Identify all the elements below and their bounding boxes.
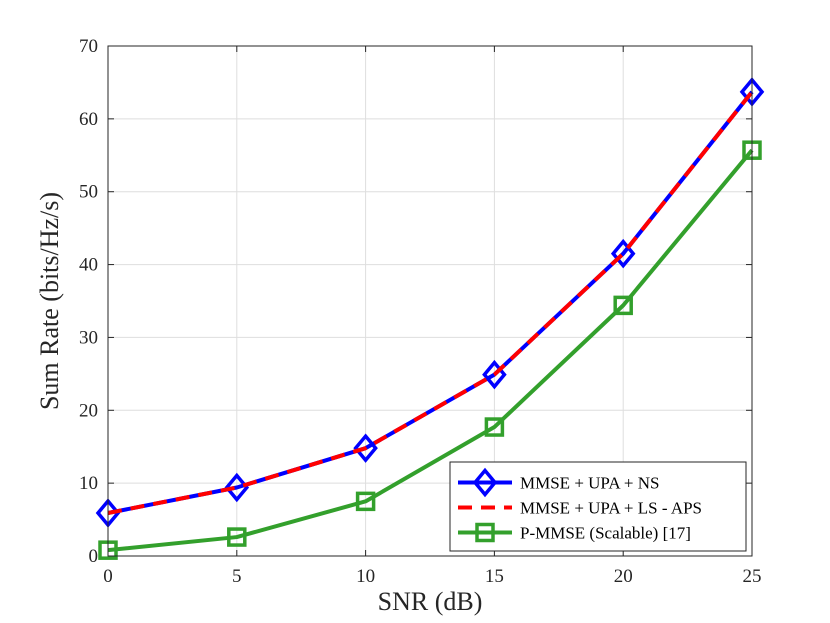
y-tick-label: 40: [79, 255, 98, 276]
data-point: [227, 527, 247, 547]
y-tick-label: 60: [79, 109, 98, 130]
y-tick-label: 70: [79, 36, 98, 57]
x-tick-label: 10: [356, 566, 375, 587]
data-point: [355, 491, 376, 512]
y-tick-label: 20: [79, 400, 98, 421]
x-tick-label: 25: [743, 566, 762, 587]
legend-marker: [472, 467, 498, 498]
legend-label: MMSE + UPA + NS: [520, 474, 660, 493]
x-axis-title: SNR (dB): [378, 587, 483, 616]
legend-label: MMSE + UPA + LS - APS: [520, 499, 702, 518]
legend-box: [449, 461, 747, 552]
legend-marker: [475, 522, 495, 543]
series-layer: [95, 77, 765, 560]
data-point: [353, 433, 378, 463]
series-line: [107, 148, 754, 553]
data-point: [613, 295, 633, 316]
series-group: [107, 90, 754, 515]
y-tick-labels: 0 10 20 30 40 50 60 70: [79, 36, 98, 567]
y-tick-label: 50: [79, 182, 98, 203]
series-line: [107, 90, 754, 515]
y-tick-label: 10: [79, 473, 98, 494]
x-tick-label: 20: [614, 566, 633, 587]
plot-frame: [107, 45, 753, 557]
legend-label: P-MMSE (Scalable) [17]: [520, 524, 691, 543]
data-point: [610, 238, 636, 269]
x-tick-label: 5: [232, 566, 242, 587]
y-axis-title: Sum Rate (bits/Hz/s): [35, 192, 64, 410]
y-tick-label: 30: [79, 327, 98, 348]
x-tick-label: 0: [103, 566, 113, 587]
tick-marks: [107, 45, 753, 557]
x-tick-labels: 0 5 10 15 20 25: [103, 566, 761, 587]
data-point: [484, 417, 505, 437]
legend: MMSE + UPA + NS MMSE + UPA + LS - APS P-MM…: [449, 461, 747, 552]
x-tick-label: 15: [485, 566, 504, 587]
y-tick-label: 0: [89, 546, 99, 567]
